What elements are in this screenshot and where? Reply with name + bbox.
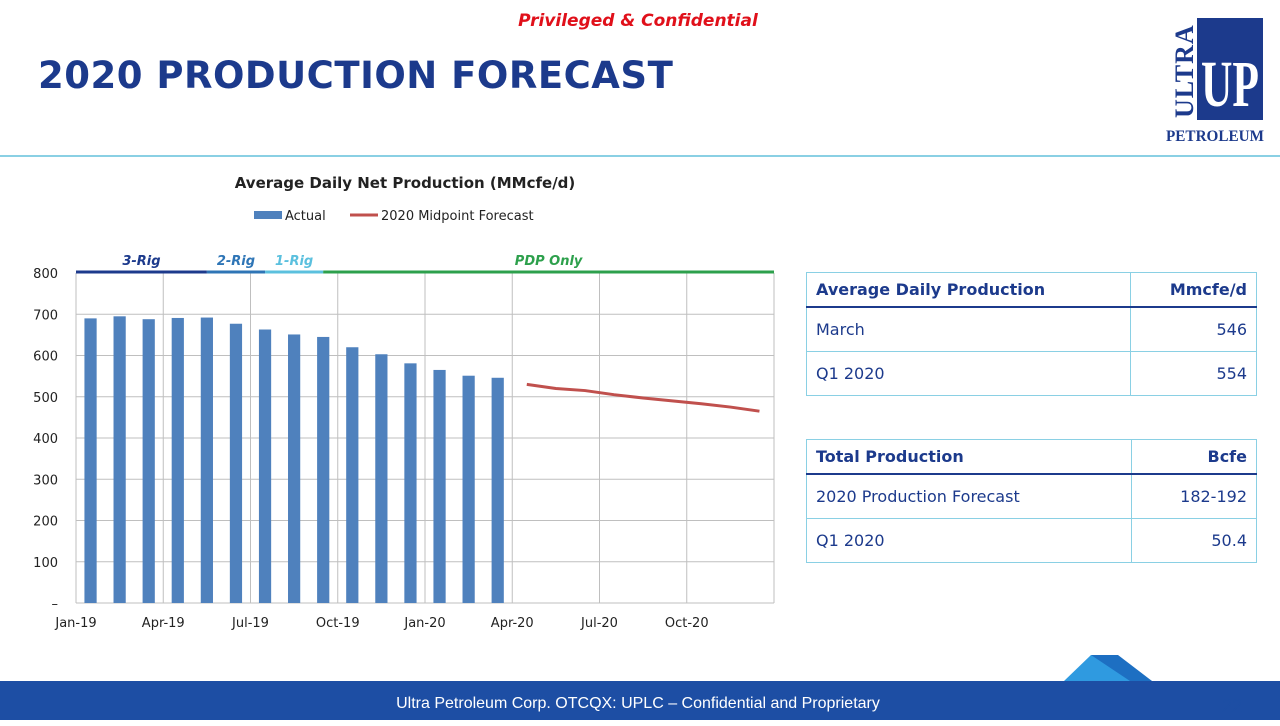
chart-legend: Actual 2020 Midpoint Forecast bbox=[254, 209, 534, 224]
x-tick-label: Oct-19 bbox=[316, 616, 360, 631]
y-tick-label: 100 bbox=[33, 556, 58, 571]
y-tick-label: 800 bbox=[33, 267, 58, 282]
actual-bar bbox=[317, 336, 330, 603]
forecast-line bbox=[526, 382, 760, 413]
x-tick-label: Apr-19 bbox=[142, 616, 185, 631]
table-header-unit: Mmcfe/d bbox=[1130, 272, 1257, 308]
logo-petroleum-text: PETROLEUM bbox=[1166, 128, 1264, 144]
actual-bar bbox=[491, 377, 504, 603]
actual-bar bbox=[462, 375, 475, 603]
actual-bar bbox=[142, 319, 155, 603]
phase-label: 3-Rig bbox=[122, 254, 160, 269]
y-tick-label: 400 bbox=[33, 432, 58, 447]
actual-bar bbox=[200, 317, 213, 603]
row-label: Q1 2020 bbox=[805, 351, 1132, 396]
row-label: 2020 Production Forecast bbox=[806, 473, 1132, 519]
legend-actual-label: Actual bbox=[285, 209, 326, 224]
actual-bar bbox=[84, 318, 97, 603]
ultra-petroleum-logo: ULTRA UP PETROLEUM bbox=[1165, 18, 1265, 144]
row-value: 554 bbox=[1130, 351, 1257, 396]
row-label: March bbox=[805, 306, 1132, 352]
table-header-label: Total Production bbox=[806, 439, 1132, 475]
logo-up-text: UP bbox=[1201, 48, 1259, 121]
table-header-label: Average Daily Production bbox=[805, 272, 1132, 308]
gridlines bbox=[75, 272, 775, 604]
page-title: 2020 PRODUCTION FORECAST bbox=[38, 54, 674, 97]
table-row: Q1 2020 554 bbox=[805, 351, 1257, 396]
x-tick-label: Jan-20 bbox=[403, 616, 445, 631]
row-label: Q1 2020 bbox=[806, 518, 1132, 563]
x-tick-label: Oct-20 bbox=[665, 616, 709, 631]
confidential-label: Privileged & Confidential bbox=[518, 11, 758, 31]
x-tick-label: Jul-20 bbox=[580, 616, 618, 631]
footer-bar: Ultra Petroleum Corp. OTCQX: UPLC – Conf… bbox=[0, 681, 1280, 720]
row-value: 50.4 bbox=[1130, 518, 1258, 563]
y-tick-label: 300 bbox=[33, 473, 58, 488]
y-tick-label: – bbox=[52, 597, 59, 612]
x-axis: Jan-19 Apr-19 Jul-19 Oct-19 Jan-20 Apr-20 Jul-… bbox=[54, 616, 708, 631]
actual-bar bbox=[229, 323, 243, 603]
actual-bar bbox=[113, 316, 126, 603]
actual-bar bbox=[258, 329, 272, 603]
footer-text: Ultra Petroleum Corp. OTCQX: UPLC – Conf… bbox=[396, 695, 880, 712]
footer-triangle-decoration bbox=[1030, 655, 1152, 681]
x-tick-label: Jul-19 bbox=[231, 616, 269, 631]
logo-ultra-text: ULTRA bbox=[1170, 24, 1199, 118]
table-row: Q1 2020 50.4 bbox=[806, 518, 1258, 563]
chart-title: Average Daily Net Production (MMcfe/d) bbox=[235, 174, 576, 192]
header-rule bbox=[0, 155, 1280, 157]
y-tick-label: 500 bbox=[33, 391, 58, 406]
phase-label: PDP Only bbox=[515, 254, 583, 269]
actual-bar bbox=[346, 347, 359, 603]
rig-phase-bands: 3-Rig 2-Rig 1-Rig PDP Only bbox=[76, 254, 774, 274]
actual-bar bbox=[404, 363, 417, 603]
y-axis: – 100 200 300 400 500 600 700 800 bbox=[33, 267, 58, 612]
table-header-row: Average Daily Production Mmcfe/d bbox=[805, 272, 1257, 308]
table-header-row: Total Production Bcfe bbox=[806, 439, 1258, 475]
page-number: 22 bbox=[1222, 696, 1243, 716]
phase-label: 2-Rig bbox=[217, 254, 255, 269]
row-value: 546 bbox=[1130, 306, 1257, 352]
y-tick-label: 200 bbox=[33, 515, 58, 530]
actual-bars bbox=[84, 316, 504, 603]
y-tick-label: 700 bbox=[33, 308, 58, 323]
table-row: March 546 bbox=[805, 306, 1257, 352]
legend-forecast-label: 2020 Midpoint Forecast bbox=[381, 209, 534, 224]
row-value: 182-192 bbox=[1130, 473, 1258, 519]
actual-bar bbox=[171, 317, 184, 603]
table-row: 2020 Production Forecast 182-192 bbox=[806, 473, 1258, 519]
y-tick-label: 600 bbox=[33, 350, 58, 365]
phase-label: 1-Rig bbox=[275, 254, 313, 269]
x-tick-label: Jan-19 bbox=[54, 616, 96, 631]
table-header-unit: Bcfe bbox=[1130, 439, 1258, 475]
production-chart: Average Daily Net Production (MMcfe/d) A… bbox=[33, 174, 775, 631]
x-tick-label: Apr-20 bbox=[491, 616, 534, 631]
actual-bar bbox=[375, 354, 388, 603]
actual-bar bbox=[433, 369, 446, 603]
daily-production-table: Average Daily Production Mmcfe/d March 5… bbox=[805, 272, 1257, 396]
actual-bar bbox=[288, 334, 301, 603]
total-production-table: Total Production Bcfe 2020 Production Fo… bbox=[806, 439, 1258, 563]
legend-actual-swatch bbox=[254, 211, 282, 219]
